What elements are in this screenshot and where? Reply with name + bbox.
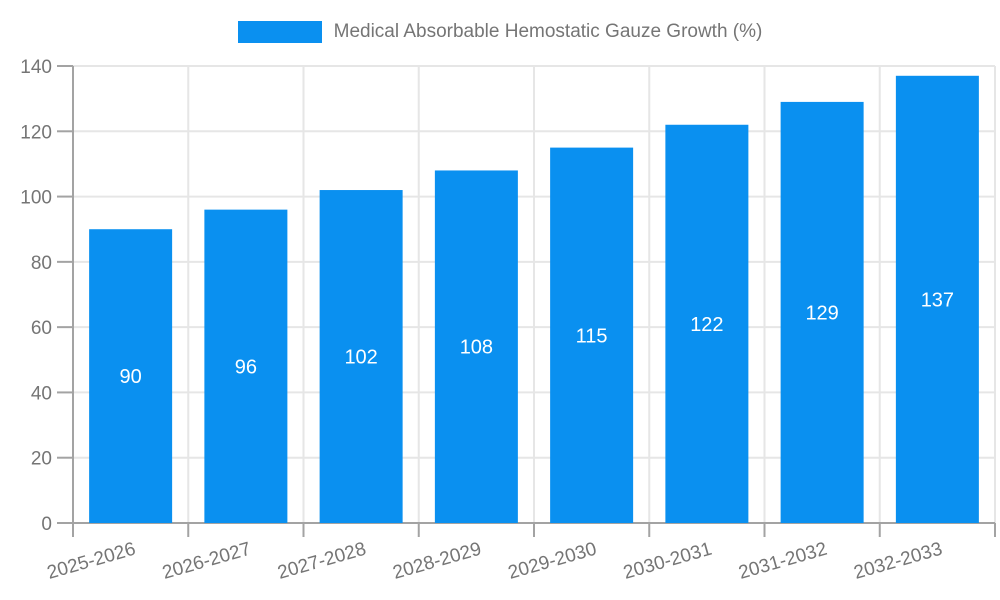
legend-swatch [237,21,322,43]
x-tick-label: 2028-2029 [391,539,484,584]
bar-value-label: 96 [235,356,257,378]
x-tick-label: 2026-2027 [160,539,253,584]
bar[interactable] [895,75,979,524]
bar-value-label: 122 [690,314,723,336]
bar-value-label: 108 [460,337,493,359]
bar[interactable] [665,124,749,523]
bar-value-label: 102 [344,347,377,369]
x-tick-label: 2029-2030 [506,539,599,584]
bar-value-label: 90 [120,366,142,388]
y-tick-label: 120 [20,122,52,143]
y-tick-label: 60 [31,318,52,339]
bar[interactable] [89,229,173,523]
x-tick-label: 2031-2032 [736,539,829,584]
y-tick-label: 140 [20,57,52,78]
bar[interactable] [204,209,288,523]
bar[interactable] [434,170,518,523]
x-tick-label: 2025-2026 [45,539,138,584]
bar-value-label: 115 [576,325,608,347]
legend-item[interactable]: Medical Absorbable Hemostatic Gauze Grow… [0,16,1000,48]
x-tick-label: 2032-2033 [852,539,945,584]
y-tick-label: 0 [41,514,52,535]
legend-label: Medical Absorbable Hemostatic Gauze Grow… [333,21,763,42]
y-tick-label: 20 [31,449,52,470]
x-tick-label: 2027-2028 [275,539,368,584]
y-tick-label: 40 [31,383,52,404]
y-tick-label: 100 [20,188,52,209]
bar-value-label: 137 [921,289,954,311]
bar[interactable] [780,101,864,524]
bar-value-label: 129 [805,302,838,324]
bar[interactable] [319,190,403,524]
bar[interactable] [550,147,634,523]
y-tick-label: 80 [31,253,52,274]
x-tick-label: 2030-2031 [621,539,714,584]
